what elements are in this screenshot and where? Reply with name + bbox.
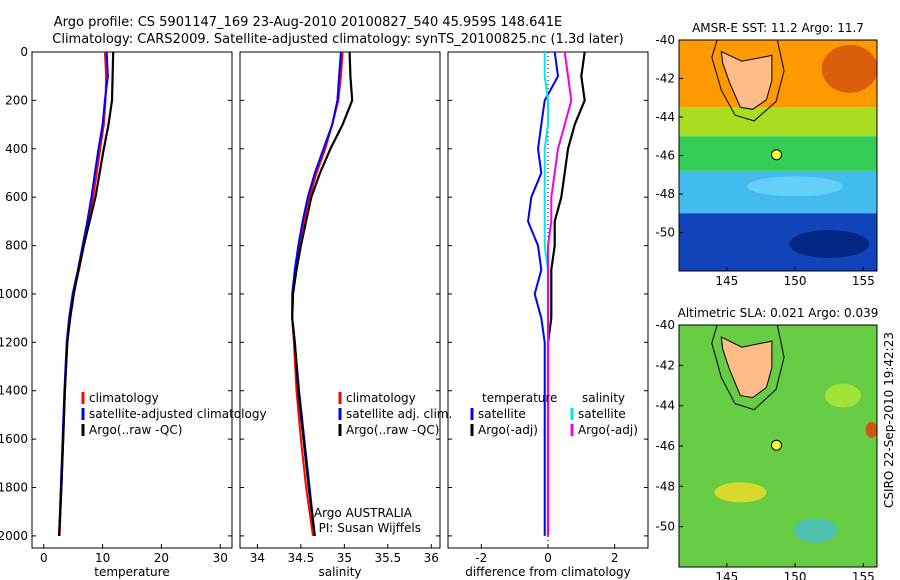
map-y-tick-label: -50 [655, 520, 675, 534]
legend-label-1: Argo(..raw -QC) [346, 423, 439, 437]
map-y-tick-label: -48 [655, 187, 675, 201]
legend-label-2: Argo(-adj) [478, 423, 538, 437]
map-y-tick-label: -44 [655, 399, 675, 413]
legend-group-title: temperature [482, 391, 557, 405]
y-tick-label: 1400 [0, 384, 28, 398]
header-line-1: Argo profile: CS 5901147_169 23-Aug-2010… [54, 15, 562, 30]
map-x-tick-label: 150 [784, 570, 807, 580]
y-tick-label: 800 [5, 239, 28, 253]
map-y-tick-label: -48 [655, 479, 675, 493]
x-tick-label: 2 [611, 551, 619, 565]
y-tick-label: 200 [5, 93, 28, 107]
x-tick-label: 30 [213, 551, 228, 565]
x-tick-label: 35.5 [374, 551, 401, 565]
legend-label-1: climatology [346, 391, 416, 405]
map-title-0: AMSR-E SST: 11.2 Argo: 11.7 [692, 21, 864, 35]
legend-label-1: satellite adj. clim. [346, 407, 452, 421]
map-x-tick-label: 150 [784, 274, 807, 288]
shelf-contour [711, 325, 785, 411]
legend-label-0: Argo(..raw -QC) [89, 423, 182, 437]
x-tick-label: 34 [250, 551, 265, 565]
x-tick-label: 0 [544, 551, 552, 565]
map-title-1: Altimetric SLA: 0.021 Argo: 0.039 [678, 306, 879, 320]
x-axis-label: salinity [318, 565, 361, 579]
x-tick-label: 0 [40, 551, 48, 565]
legend-label-2: satellite [478, 407, 526, 421]
y-tick-label: 0 [20, 45, 28, 59]
tasmania-land [720, 336, 773, 399]
map-y-tick-label: -46 [655, 439, 675, 453]
argo-location-marker [770, 439, 782, 451]
x-tick-label: 36 [424, 551, 439, 565]
x-axis-label: temperature [94, 565, 169, 579]
x-tick-label: 34.5 [288, 551, 315, 565]
y-tick-label: 2000 [0, 529, 28, 543]
map-y-tick-label: -44 [655, 110, 675, 124]
principal-investigator: PI: Susan Wijffels [319, 521, 421, 535]
header-line-2: Climatology: CARS2009. Satellite-adjuste… [52, 32, 624, 47]
x-tick-label: -2 [475, 551, 487, 565]
x-tick-label: 20 [154, 551, 169, 565]
legend-group-title: salinity [582, 391, 625, 405]
map-y-tick-label: -42 [655, 358, 675, 372]
series-line-2-3 [547, 51, 573, 536]
mid-sla-patch [824, 383, 861, 408]
legend-label-3: Argo(-adj) [578, 423, 638, 437]
y-tick-label: 600 [5, 190, 28, 204]
legend-label-0: climatology [89, 391, 159, 405]
map-band [679, 107, 877, 137]
low-sla-patch [793, 518, 838, 543]
x-tick-label: 10 [95, 551, 110, 565]
tasmania-land [720, 50, 773, 110]
plot-frame-1 [239, 51, 441, 549]
csiro-timestamp: CSIRO 22-Sep-2010 19:42:23 [882, 332, 896, 508]
x-axis-label: difference from climatology [465, 565, 631, 579]
map-x-tick-label: 155 [852, 274, 875, 288]
y-tick-label: 1800 [0, 481, 28, 495]
map-y-tick-label: -42 [655, 72, 675, 86]
y-tick-label: 1000 [0, 287, 28, 301]
map-y-tick-label: -50 [655, 226, 675, 240]
map-y-tick-label: -40 [655, 33, 675, 47]
x-tick-label: 35 [337, 551, 352, 565]
legend-label-3: satellite [578, 407, 626, 421]
map-field-0 [679, 40, 877, 271]
map-x-tick-label: 145 [715, 570, 738, 580]
y-tick-label: 1200 [0, 335, 28, 349]
cold-patch [789, 230, 870, 259]
argo-owner: Argo AUSTRALIA [314, 506, 413, 520]
plot-frame-0 [31, 51, 233, 549]
series-line-1-2 [291, 51, 354, 537]
max-sla-patch [865, 421, 877, 438]
map-y-tick-label: -40 [655, 318, 675, 332]
cool-patch [747, 176, 844, 197]
series-line-0-2 [58, 51, 115, 536]
warm-patch [821, 44, 877, 93]
shelf-contour [711, 40, 785, 122]
y-tick-label: 1600 [0, 432, 28, 446]
argo-location-marker [770, 149, 782, 161]
map-x-tick-label: 155 [852, 570, 875, 580]
series-line-2-0 [526, 51, 560, 536]
map-y-tick-label: -46 [655, 149, 675, 163]
legend-label-0: satellite-adjusted climatology [89, 407, 267, 421]
high-sla-patch [714, 482, 767, 503]
y-tick-label: 400 [5, 142, 28, 156]
map-x-tick-label: 145 [715, 274, 738, 288]
